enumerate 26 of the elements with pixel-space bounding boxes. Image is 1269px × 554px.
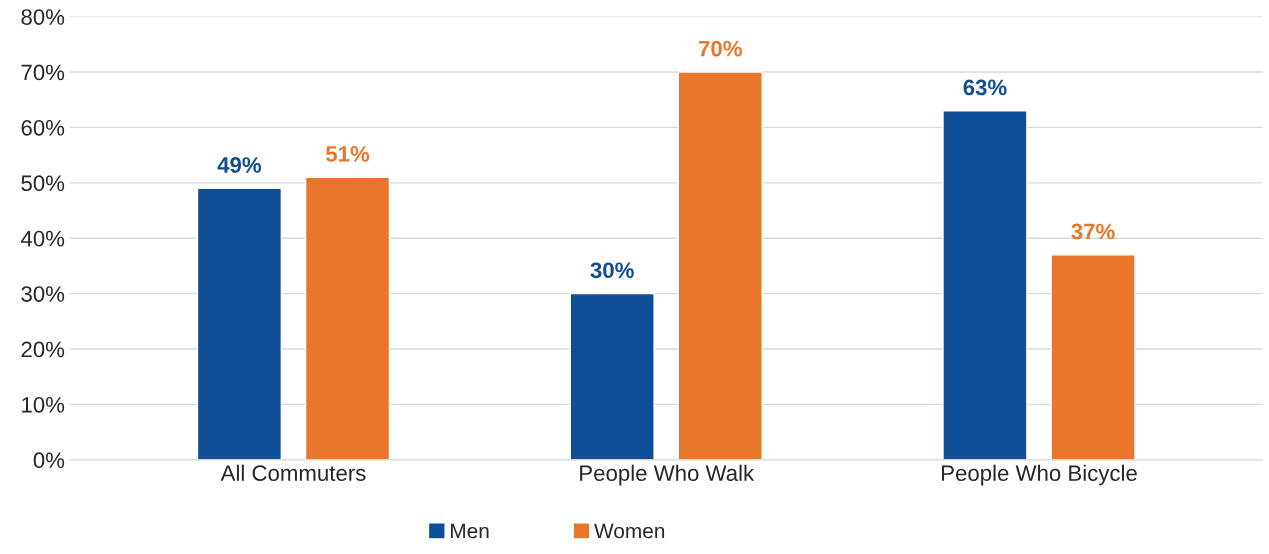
data-label: 49% bbox=[217, 157, 262, 173]
y-tick-label: 80% bbox=[21, 9, 65, 25]
y-tick-label: 70% bbox=[21, 64, 65, 81]
data-label: 70% bbox=[698, 40, 742, 57]
bar bbox=[1050, 254, 1136, 460]
bar bbox=[196, 187, 283, 460]
y-tick-label: 20% bbox=[21, 341, 65, 358]
y-tick-label: 60% bbox=[21, 119, 65, 136]
legend-label: Men bbox=[451, 523, 489, 539]
data-label: 63% bbox=[963, 79, 1007, 96]
y-tick-label: 10% bbox=[22, 396, 65, 413]
y-tick-label: 0% bbox=[33, 452, 65, 469]
bar bbox=[677, 71, 763, 460]
data-label: 37% bbox=[1071, 223, 1115, 240]
y-tick-label: 30% bbox=[21, 286, 65, 302]
y-tick-label: 40% bbox=[20, 230, 65, 247]
bar bbox=[942, 110, 1028, 460]
x-tick-label: People Who Bicycle bbox=[942, 464, 1137, 486]
x-tick-label: All Commuters bbox=[220, 464, 366, 481]
y-tick-label: 50% bbox=[21, 175, 65, 192]
data-label: 30% bbox=[590, 262, 634, 279]
bar bbox=[569, 292, 655, 460]
x-tick-label: People Who Walk bbox=[580, 464, 755, 486]
bar bbox=[304, 176, 391, 460]
legend-label: Women bbox=[594, 523, 665, 539]
data-label: 51% bbox=[325, 146, 370, 162]
